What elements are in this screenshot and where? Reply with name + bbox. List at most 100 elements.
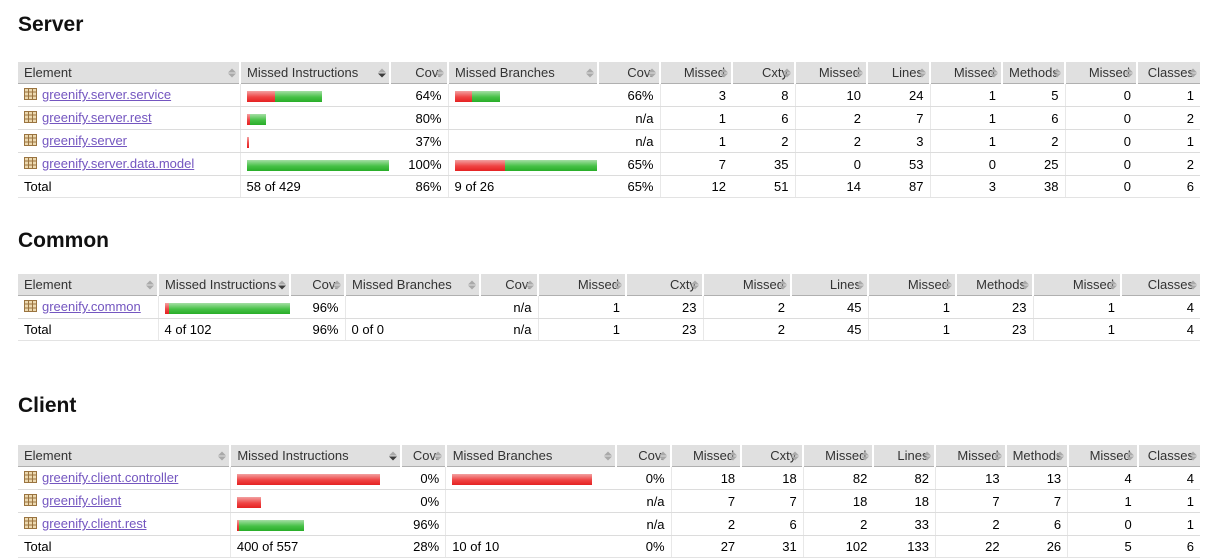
column-header-cxty[interactable]: Cxty — [740, 445, 804, 467]
column-header-branch-cov[interactable]: Cov. — [479, 274, 538, 296]
sort-icon — [861, 451, 870, 460]
column-header-missed-cxty[interactable]: Missed — [670, 445, 742, 467]
missed-methods-cell: 1 — [867, 295, 956, 319]
column-header-missed-classes[interactable]: Missed — [1064, 62, 1137, 84]
package-link[interactable]: greenify.client.controller — [42, 470, 179, 485]
methods-cell: 2 — [1002, 129, 1065, 153]
package-icon — [24, 514, 37, 535]
column-header-missed-classes[interactable]: Missed — [1066, 445, 1138, 467]
instructions-cov-pct: 100% — [390, 152, 448, 176]
cxty-cell: 35 — [732, 152, 795, 176]
total-missed-methods: 1 — [867, 318, 956, 341]
table-row: greenify.common 96% n/a 1 23 2 45 1 23 1… — [18, 295, 1200, 319]
column-header-missed-branches[interactable]: Missed Branches — [444, 445, 616, 467]
column-header-lines[interactable]: Lines — [790, 274, 868, 296]
column-header-element[interactable]: Element — [18, 62, 240, 84]
instructions-cov-pct: 96% — [400, 512, 446, 536]
total-missed-cxty: 1 — [537, 318, 626, 341]
total-instr-cov: 28% — [400, 535, 446, 558]
branches-cov-pct: 65% — [598, 152, 660, 176]
table-header-row: Element Missed Instructions Cov. Missed … — [18, 445, 1200, 467]
column-header-missed-methods[interactable]: Missed — [867, 274, 956, 296]
column-header-classes[interactable]: Classes — [1136, 445, 1200, 467]
package-link[interactable]: greenify.client — [42, 493, 122, 508]
column-header-lines[interactable]: Lines — [872, 445, 936, 467]
branches-coverage-bar — [452, 473, 593, 485]
missed-methods-cell: 7 — [934, 489, 1006, 513]
instructions-coverage-bar — [246, 90, 322, 102]
total-instr-cov: 96% — [290, 318, 345, 341]
column-header-element[interactable]: Element — [18, 274, 158, 296]
total-instructions: 58 of 429 — [239, 175, 390, 198]
total-label: Total — [18, 318, 158, 341]
sort-icon — [791, 451, 800, 460]
classes-cell: 2 — [1137, 106, 1200, 130]
section-title-common: Common — [18, 229, 109, 252]
package-icon — [24, 85, 37, 106]
package-link[interactable]: greenify.client.rest — [42, 516, 147, 531]
total-instr-cov: 86% — [390, 175, 448, 198]
package-link[interactable]: greenify.server.service — [42, 87, 172, 102]
column-header-methods[interactable]: Methods — [1001, 62, 1065, 84]
column-header-missed-cxty[interactable]: Missed — [537, 274, 626, 296]
lines-cell: 18 — [873, 489, 936, 513]
column-header-missed-instructions[interactable]: Missed Instructions — [229, 445, 401, 467]
total-missed-lines: 102 — [802, 535, 874, 558]
column-header-instr-cov[interactable]: Cov. — [389, 62, 448, 84]
sort-icon — [614, 280, 622, 289]
branches-cov-pct: 66% — [598, 83, 660, 107]
column-header-instr-cov[interactable]: Cov. — [399, 445, 446, 467]
column-header-missed-branches[interactable]: Missed Branches — [344, 274, 480, 296]
column-header-cxty[interactable]: Cxty — [625, 274, 703, 296]
missed-methods-cell: 2 — [934, 512, 1006, 536]
total-missed-lines: 14 — [794, 175, 867, 198]
package-link[interactable]: greenify.server — [42, 133, 128, 148]
sort-icon — [433, 451, 442, 460]
column-header-missed-lines[interactable]: Missed — [794, 62, 867, 84]
package-link[interactable]: greenify.server.rest — [42, 110, 152, 125]
instructions-cov-pct: 64% — [390, 83, 448, 107]
column-header-missed-classes[interactable]: Missed — [1032, 274, 1121, 296]
package-link[interactable]: greenify.server.data.model — [42, 156, 195, 171]
column-header-missed-methods[interactable]: Missed — [929, 62, 1002, 84]
section-title-client: Client — [18, 394, 77, 417]
sort-icon — [1189, 280, 1197, 289]
column-header-missed-lines[interactable]: Missed — [702, 274, 791, 296]
total-branches: 10 of 10 — [445, 535, 616, 558]
sort-icon — [436, 68, 444, 77]
missed-lines-cell: 18 — [802, 489, 874, 513]
missed-cxty-cell: 7 — [659, 152, 732, 176]
column-header-branch-cov[interactable]: Cov. — [597, 62, 660, 84]
column-header-missed-methods[interactable]: Missed — [934, 445, 1006, 467]
sort-icon — [918, 68, 926, 77]
column-header-missed-instructions[interactable]: Missed Instructions — [157, 274, 290, 296]
sort-desc-icon — [278, 280, 286, 289]
column-header-lines[interactable]: Lines — [866, 62, 930, 84]
sort-icon — [1189, 451, 1197, 460]
total-cxty: 51 — [732, 175, 795, 198]
classes-cell: 1 — [1137, 129, 1200, 153]
column-header-missed-instructions[interactable]: Missed Instructions — [239, 62, 390, 84]
total-branches: 0 of 0 — [344, 318, 480, 341]
column-header-cxty[interactable]: Cxty — [731, 62, 795, 84]
column-header-methods[interactable]: Methods — [955, 274, 1033, 296]
total-classes: 6 — [1137, 175, 1200, 198]
package-link[interactable]: greenify.common — [42, 299, 141, 314]
column-header-classes[interactable]: Classes — [1120, 274, 1200, 296]
sort-icon — [990, 68, 998, 77]
column-header-branch-cov[interactable]: Cov. — [614, 445, 672, 467]
column-header-missed-cxty[interactable]: Missed — [659, 62, 732, 84]
total-missed-classes: 1 — [1032, 318, 1121, 341]
column-header-methods[interactable]: Methods — [1004, 445, 1068, 467]
table-row: greenify.server.data.model 100% 65% 7 35… — [18, 152, 1200, 176]
column-header-missed-lines[interactable]: Missed — [802, 445, 874, 467]
total-label: Total — [18, 175, 240, 198]
classes-cell: 1 — [1137, 489, 1200, 513]
total-lines: 45 — [791, 318, 868, 341]
column-header-element[interactable]: Element — [18, 445, 231, 467]
missed-cxty-cell: 1 — [659, 129, 732, 153]
column-header-missed-branches[interactable]: Missed Branches — [447, 62, 598, 84]
missed-lines-cell: 2 — [794, 106, 867, 130]
column-header-classes[interactable]: Classes — [1136, 62, 1200, 84]
column-header-instr-cov[interactable]: Cov. — [289, 274, 345, 296]
